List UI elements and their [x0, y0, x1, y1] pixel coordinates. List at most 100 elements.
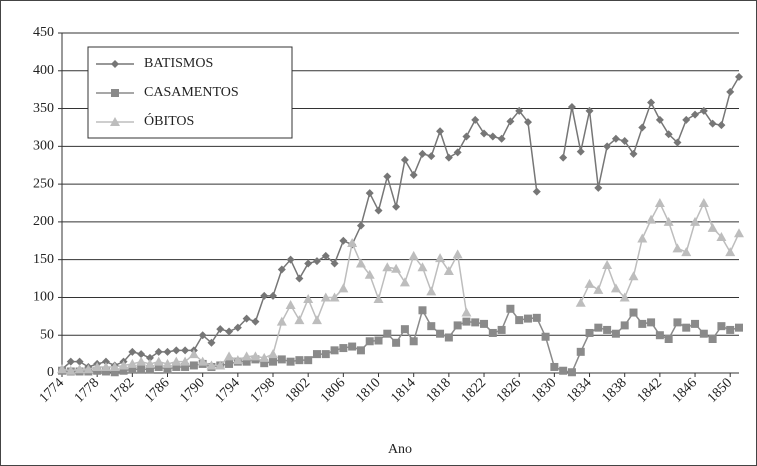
marker: [603, 325, 612, 334]
marker: [111, 60, 119, 68]
marker: [452, 249, 463, 259]
marker: [374, 206, 383, 215]
marker: [92, 361, 103, 371]
marker: [471, 115, 480, 124]
y-tick-label: 200: [33, 214, 54, 229]
x-axis-label: Ano: [388, 442, 412, 457]
marker: [602, 259, 613, 269]
marker: [232, 355, 243, 365]
marker: [339, 236, 348, 245]
marker: [409, 337, 418, 346]
marker: [269, 357, 278, 366]
marker: [57, 364, 67, 374]
marker: [427, 152, 436, 161]
marker: [708, 119, 717, 128]
marker: [725, 247, 736, 257]
marker: [382, 262, 393, 272]
marker: [242, 357, 251, 366]
marker: [110, 117, 120, 126]
marker: [603, 142, 612, 151]
marker: [541, 332, 550, 341]
marker: [550, 362, 559, 371]
marker: [136, 356, 147, 366]
marker: [216, 325, 225, 334]
marker: [268, 349, 279, 359]
marker: [110, 368, 119, 377]
marker: [532, 313, 541, 322]
marker: [329, 292, 340, 302]
marker: [620, 137, 629, 146]
marker: [392, 202, 401, 211]
marker: [399, 277, 410, 287]
marker: [365, 337, 374, 346]
marker: [698, 198, 709, 207]
marker: [260, 291, 269, 300]
marker: [735, 323, 743, 332]
marker: [294, 315, 305, 325]
legend-label: CASAMENTOS: [144, 85, 239, 100]
y-tick-label: 350: [33, 101, 54, 116]
y-tick-label: 400: [33, 63, 54, 78]
marker: [75, 357, 84, 366]
marker: [330, 259, 339, 268]
y-tick-label: 300: [33, 139, 54, 154]
marker: [436, 127, 445, 136]
marker: [181, 362, 190, 371]
marker: [347, 238, 358, 248]
marker: [515, 316, 524, 325]
marker: [180, 356, 191, 366]
marker: [532, 187, 541, 196]
marker: [717, 121, 726, 130]
marker: [585, 328, 594, 337]
marker: [664, 130, 673, 139]
marker: [638, 319, 647, 328]
marker: [304, 356, 313, 365]
marker: [251, 317, 260, 326]
marker: [391, 263, 402, 273]
marker: [435, 253, 446, 263]
marker: [356, 221, 365, 230]
marker: [461, 307, 472, 317]
marker: [259, 352, 270, 362]
marker: [83, 364, 94, 374]
marker: [690, 216, 701, 226]
marker: [189, 361, 198, 370]
marker: [681, 247, 692, 257]
marker: [277, 265, 286, 274]
marker: [321, 350, 330, 359]
marker: [295, 356, 304, 365]
marker: [480, 319, 489, 328]
marker: [400, 325, 409, 334]
marker: [355, 258, 366, 268]
marker: [162, 358, 173, 368]
marker: [629, 308, 638, 317]
marker: [225, 359, 234, 368]
marker: [269, 291, 278, 300]
y-tick-label: 150: [33, 252, 54, 267]
y-tick-label: 0: [47, 365, 54, 380]
marker: [276, 316, 287, 326]
marker: [74, 364, 85, 374]
legend-label: BATISMOS: [144, 56, 213, 71]
marker: [338, 283, 349, 293]
marker: [144, 358, 155, 368]
marker: [197, 356, 208, 366]
marker: [286, 255, 295, 264]
marker: [515, 106, 524, 115]
marker: [286, 357, 295, 366]
marker: [206, 360, 217, 370]
marker: [426, 286, 437, 296]
marker: [523, 314, 532, 323]
marker: [383, 172, 392, 181]
marker: [726, 325, 735, 334]
marker: [163, 365, 172, 374]
marker: [295, 274, 304, 283]
marker: [101, 357, 110, 366]
marker: [655, 331, 664, 340]
marker: [593, 284, 604, 294]
marker: [672, 243, 683, 253]
marker: [559, 366, 568, 375]
marker: [392, 338, 401, 347]
